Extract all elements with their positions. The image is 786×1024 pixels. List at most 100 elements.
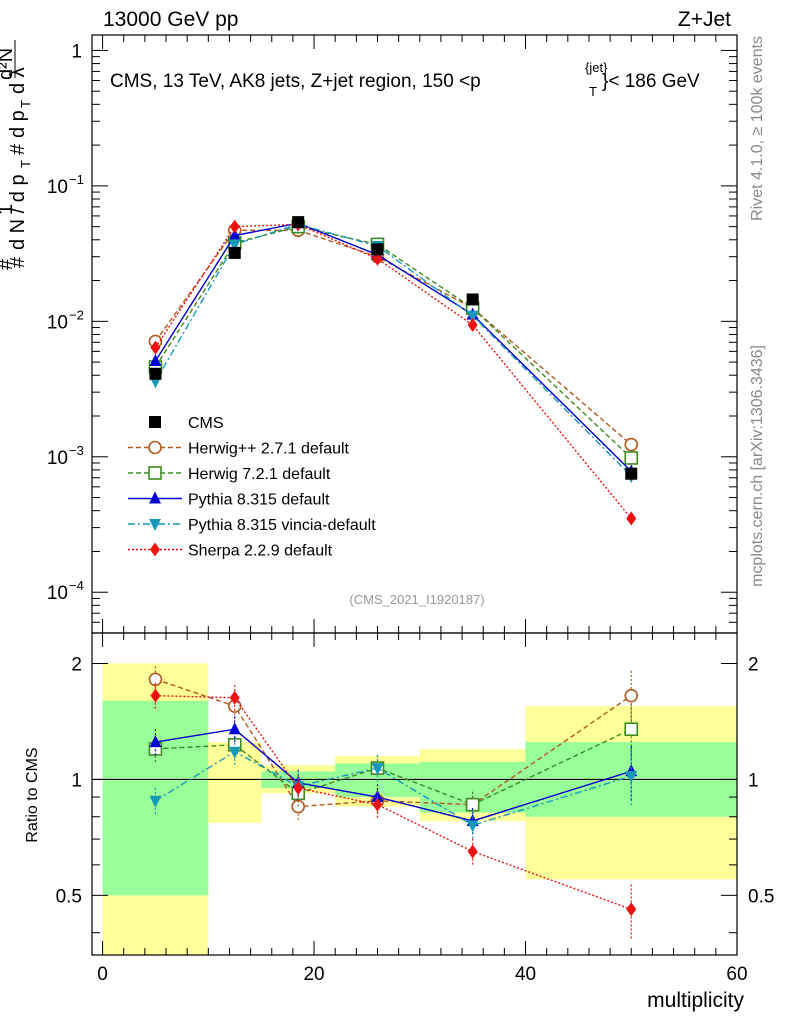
series-herwig-2-7-1-default-line — [154, 229, 632, 446]
side-label-mcplots: mcplots.cern.ch [arXiv:1306.3436] — [749, 345, 766, 587]
series-herwig-2-7-1-default-point — [624, 437, 639, 452]
cms-data-point — [625, 467, 638, 480]
main-y-tick-label: 1 — [71, 41, 82, 62]
series-herwig-2-7-1-default-ratio-point — [148, 672, 163, 687]
svg-text:#: # — [0, 258, 17, 270]
series-pythia-8-315-vincia-default-ratio-point — [371, 763, 384, 776]
ratio-y-tick-label: 2 — [71, 654, 82, 675]
main-y-tick-label-exponent: −2 — [69, 307, 84, 322]
svg-text:T: T — [18, 100, 33, 108]
cms-data-point — [228, 246, 241, 259]
svg-text:d²N: d²N — [0, 48, 17, 80]
plot-title-end: }< 186 GeV — [602, 71, 700, 92]
x-tick-label: 20 — [303, 964, 324, 985]
svg-text:#: # — [7, 256, 29, 268]
cms-data-point — [466, 293, 479, 306]
series-sherpa-2-2-9-default-ratio-point — [626, 902, 637, 917]
legend-label-cms: CMS — [188, 415, 224, 432]
ratio-y-tick-label: 0.5 — [56, 886, 82, 907]
series-herwig-7-2-1-default-line — [154, 225, 632, 459]
series-pythia-8-315-default-ratio-line — [155, 728, 632, 822]
series-sherpa-2-2-9-default-ratio-point — [150, 688, 161, 703]
side-label-rivet: Rivet 4.1.0, ≥ 100k events — [749, 36, 766, 221]
series-sherpa-2-2-9-default-ratio-point — [372, 797, 383, 812]
series-pythia-8-315-vincia-default-point — [466, 310, 479, 323]
main-y-tick-label: 10 — [47, 448, 68, 469]
legend-pythia-8-315-vincia-default-label: Pythia 8.315 vincia-default — [188, 517, 376, 534]
plot-title-sup: {jet} — [585, 60, 608, 75]
plot-title-sub: T — [589, 84, 597, 99]
series-pythia-8-315-vincia-default-ratio-point — [149, 795, 162, 808]
series-pythia-8-315-vincia-default-ratio-line — [155, 750, 632, 827]
legend-herwig-2-7-1-default-label: Herwig++ 2.7.1 default — [188, 441, 350, 458]
ratio-y-tick-label-right: 2 — [748, 654, 759, 675]
svg-text:d λ: d λ — [7, 67, 29, 94]
main-y-tick-label: 10 — [47, 312, 68, 333]
legend-herwig-7-2-1-default-label: Herwig 7.2.1 default — [188, 466, 331, 483]
series-pythia-8-315-default-ratio-point — [149, 735, 162, 748]
x-tick-label: 60 — [726, 964, 747, 985]
analysis-id-label: (CMS_2021_I1920187) — [349, 592, 484, 607]
series-pythia-8-315-vincia-default-ratio-point — [466, 820, 479, 833]
legend: CMS Herwig++ 2.7.1 default Herwig 7.2.1 de… — [128, 415, 376, 560]
ratio-y-tick-label: 1 — [71, 770, 82, 791]
series-sherpa-2-2-9-default-ratio-point — [293, 780, 304, 795]
series-herwig-7-2-1-default-ratio-point — [624, 722, 639, 737]
series-sherpa-2-2-9-default-point — [626, 511, 637, 526]
legend-herwig-2-7-1-default-marker — [148, 440, 162, 455]
legend-herwig-7-2-1-default-marker — [148, 466, 162, 480]
cms-data-point — [292, 216, 305, 229]
series-pythia-8-315-default-line — [154, 222, 632, 472]
series-sherpa-2-2-9-default-line — [154, 223, 632, 519]
series-pythia-8-315-vincia-default-ratio-point — [228, 746, 241, 759]
x-axis-label: multiplicity — [647, 989, 744, 1012]
main-y-tick-label-exponent: −3 — [69, 443, 84, 458]
header-left-label: 13000 GeV pp — [103, 8, 238, 31]
series-sherpa-2-2-9-default-ratio-line — [155, 694, 632, 910]
svg-text:1: 1 — [0, 204, 17, 215]
main-y-axis-label: # d N / d p T # d p T d λ # 1 d²N — [0, 40, 33, 270]
legend-sherpa-2-2-9-default-marker — [150, 542, 160, 557]
series-herwig-7-2-1-default-point — [624, 451, 639, 465]
main-y-tick-label: 10 — [47, 583, 68, 604]
ratio-y-tick-label-right: 0.5 — [748, 886, 774, 907]
series-sherpa-2-2-9-default-point — [229, 219, 240, 234]
svg-text:T: T — [18, 160, 33, 168]
x-tick-label: 0 — [97, 964, 108, 985]
plot-title: CMS, 13 TeV, AK8 jets, Z+jet region, 150… — [110, 60, 700, 99]
svg-text:#: # — [7, 143, 29, 155]
series-sherpa-2-2-9-default-point — [150, 340, 161, 355]
x-tick-label: 40 — [515, 964, 536, 985]
series-sherpa-2-2-9-default-ratio-point — [229, 690, 240, 705]
series-pythia-8-315-default-point — [228, 228, 241, 241]
header-right-label: Z+Jet — [678, 8, 731, 31]
series-sherpa-2-2-9-default-point — [467, 317, 478, 332]
ratio-panel-frame — [91, 632, 738, 956]
series-herwig-7-2-1-default-ratio-line — [155, 728, 632, 806]
main-y-tick-label-exponent: −4 — [69, 578, 84, 593]
series-sherpa-2-2-9-default-ratio-point — [467, 844, 478, 859]
series-pythia-8-315-vincia-default-line — [154, 223, 632, 477]
cms-data-point — [149, 367, 162, 380]
cms-data-point — [371, 243, 384, 256]
series-herwig-2-7-1-default-ratio-line — [155, 678, 632, 808]
legend-sherpa-2-2-9-default-label: Sherpa 2.2.9 default — [188, 543, 333, 560]
legend-pythia-8-315-default-marker — [149, 491, 161, 504]
series-herwig-7-2-1-default-ratio-point — [465, 797, 480, 812]
ratio-y-axis-label: Ratio to CMS — [24, 747, 41, 842]
main-y-tick-label: 10 — [47, 177, 68, 198]
ratio-y-tick-label-right: 1 — [748, 770, 759, 791]
series-pythia-8-315-default-point — [149, 353, 162, 366]
series-herwig-2-7-1-default-ratio-point — [624, 688, 639, 703]
series-pythia-8-315-default-ratio-point — [228, 722, 241, 735]
legend-marker-cms — [149, 416, 161, 428]
main-y-tick-label-exponent: −1 — [69, 172, 84, 187]
plot-title-main: CMS, 13 TeV, AK8 jets, Z+jet region, 150… — [110, 71, 481, 92]
svg-text:d N / d p: d N / d p — [7, 174, 29, 250]
series-pythia-8-315-vincia-default-point — [228, 239, 241, 252]
legend-pythia-8-315-vincia-default-marker — [149, 519, 161, 531]
svg-text:d p: d p — [7, 110, 29, 138]
legend-pythia-8-315-default-label: Pythia 8.315 default — [188, 492, 330, 509]
series-pythia-8-315-vincia-default-ratio-point — [625, 771, 638, 784]
